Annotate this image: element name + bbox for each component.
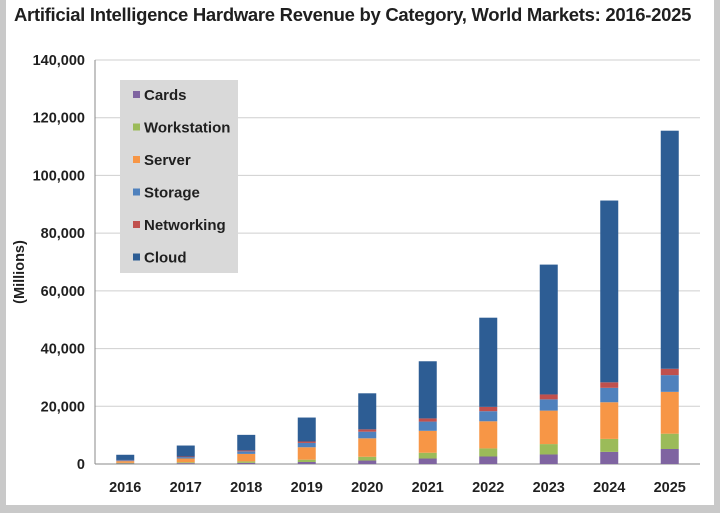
legend-label: Server (144, 152, 191, 169)
bar-segment-storage (418, 421, 437, 431)
chart-title: Artificial Intelligence Hardware Revenue… (14, 4, 692, 25)
bar-segment-networking (600, 382, 619, 388)
bar-segment-networking (660, 368, 679, 376)
legend-label: Workstation (144, 120, 230, 137)
y-tick-label: 120,000 (33, 111, 85, 127)
bar-segment-networking (418, 418, 437, 422)
bar-segment-cards (116, 463, 135, 464)
bar-segment-server (418, 430, 437, 453)
x-tick-label: 2018 (230, 480, 262, 496)
bar-segment-cards (418, 458, 437, 464)
y-tick-label: 40,000 (41, 342, 85, 358)
bar-segment-workstation (358, 456, 377, 461)
bar-segment-cards (479, 456, 498, 464)
bar-segment-cloud (539, 264, 558, 395)
legend-label: Networking (144, 217, 226, 234)
bar-segment-cards (660, 448, 679, 464)
legend-swatch-networking (133, 221, 140, 228)
bar-segment-workstation (479, 448, 498, 457)
bar-segment-cloud (358, 393, 377, 430)
bar-segment-workstation (176, 462, 195, 464)
y-tick-label: 60,000 (41, 284, 85, 300)
bar-segment-server (660, 391, 679, 434)
x-tick-label: 2025 (654, 480, 686, 496)
legend-swatch-workstation (133, 123, 140, 131)
y-tick-label: 100,000 (33, 168, 85, 184)
bar-segment-server (539, 410, 558, 445)
bar-segment-server (358, 438, 377, 457)
bar-segment-workstation (418, 452, 437, 459)
bar-segment-server (237, 453, 256, 462)
x-tick-label: 2023 (533, 480, 565, 496)
legend-label: Cloud (144, 250, 187, 267)
legend-swatch-cards (133, 91, 140, 98)
bar-segment-cloud (479, 317, 498, 407)
bar-segment-storage (539, 399, 558, 411)
legend-label: Cards (144, 87, 187, 104)
bar-segment-workstation (116, 462, 135, 464)
bar-segment-networking (237, 450, 256, 452)
bar-segment-server (479, 421, 498, 449)
y-tick-label: 140,000 (33, 53, 85, 69)
legend-swatch-server (133, 156, 140, 163)
bar-segment-networking (479, 406, 498, 412)
x-tick-label: 2017 (170, 480, 202, 496)
bar-segment-cards (358, 460, 377, 464)
bar-segment-workstation (297, 459, 316, 462)
bar-segment-networking (358, 429, 377, 432)
bar-segment-storage (116, 460, 135, 462)
bar-segment-server (176, 458, 195, 463)
bar-segment-cloud (600, 200, 619, 383)
x-tick-label: 2024 (593, 480, 625, 496)
bar-segment-server (600, 402, 619, 439)
bar-segment-cloud (176, 445, 195, 457)
bar-segment-networking (539, 394, 558, 400)
bar-segment-server (116, 461, 135, 463)
bar-segment-workstation (600, 438, 619, 452)
bar-segment-cloud (660, 130, 679, 369)
bar-segment-storage (237, 451, 256, 454)
x-tick-label: 2022 (472, 480, 504, 496)
legend-label: Storage (144, 185, 200, 202)
x-tick-label: 2021 (412, 480, 444, 496)
bar-segment-storage (358, 431, 377, 439)
bar-segment-storage (176, 457, 195, 459)
bar-segment-workstation (539, 444, 558, 455)
y-axis-label: (Millions) (12, 240, 28, 304)
bar-segment-cards (237, 462, 256, 464)
bar-segment-cloud (237, 434, 256, 451)
bar-segment-cards (176, 463, 195, 464)
legend-box (120, 80, 238, 273)
bar-segment-cloud (297, 417, 316, 442)
x-tick-label: 2020 (351, 480, 383, 496)
bar-segment-storage (600, 387, 619, 403)
bar-segment-storage (479, 411, 498, 422)
bar-segment-cloud (418, 361, 437, 419)
legend-swatch-storage (133, 188, 140, 196)
y-tick-label: 20,000 (41, 399, 85, 415)
bar-segment-storage (297, 442, 316, 448)
bar-segment-cards (297, 461, 316, 464)
x-tick-label: 2016 (109, 480, 141, 496)
bar-segment-cards (600, 451, 619, 464)
bar-segment-server (297, 447, 316, 460)
x-tick-label: 2019 (291, 480, 323, 496)
bar-segment-cloud (116, 454, 135, 460)
bar-segment-workstation (237, 461, 256, 463)
bar-segment-workstation (660, 433, 679, 449)
y-tick-label: 80,000 (41, 226, 85, 242)
bar-segment-networking (297, 441, 316, 443)
bar-segment-networking (176, 456, 195, 458)
bar-segment-storage (660, 375, 679, 392)
y-tick-label: 0 (77, 457, 85, 473)
bar-segment-cards (539, 454, 558, 464)
legend-swatch-cloud (133, 253, 140, 261)
